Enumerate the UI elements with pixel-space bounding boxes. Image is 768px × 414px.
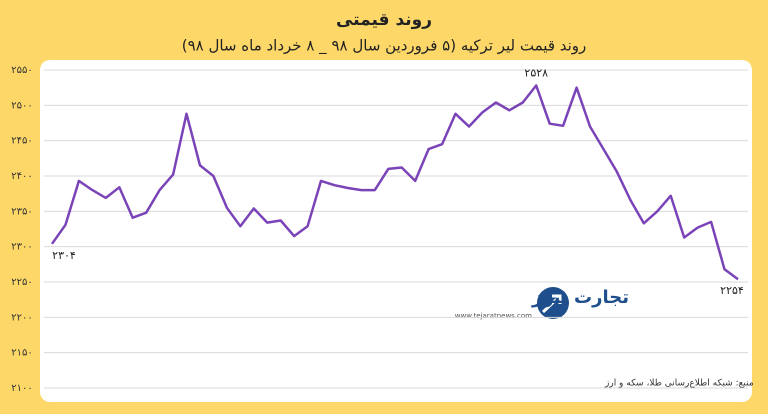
y-tick-label: ۲۲۰۰ bbox=[11, 312, 32, 323]
data-label: ۲۲۵۴ bbox=[720, 284, 744, 297]
source: منبع: شبکه اطلاع‌رسانی طلا، سکه و ارز bbox=[604, 379, 754, 389]
y-tick-label: ۲۱۵۰ bbox=[11, 348, 32, 359]
plot-background bbox=[40, 60, 752, 402]
y-tick-label: ۲۴۵۰ bbox=[11, 136, 32, 147]
data-label: ۲۳۰۴ bbox=[52, 249, 76, 262]
y-tick-label: ۲۱۰۰ bbox=[11, 383, 32, 394]
y-tick-label: ۲۵۵۰ bbox=[11, 65, 32, 76]
y-tick-label: ۲۴۰۰ bbox=[11, 171, 32, 182]
line bbox=[50, 84, 739, 281]
y-tick-label: ۲۳۵۰ bbox=[11, 206, 32, 217]
chart-title: روند قیمتی bbox=[336, 10, 432, 30]
brand: تجارت نیوز bbox=[531, 287, 629, 308]
logo-arrow bbox=[541, 294, 562, 314]
chart-subtitle: روند قیمت لیر ترکیه (۵ فروردین سال ۹۸ _ … bbox=[182, 37, 587, 56]
y-tick-label: ۲۳۰۰ bbox=[11, 242, 32, 253]
data-label: ۲۵۲۸ bbox=[524, 67, 548, 80]
y-tick-label: ۲۲۵۰ bbox=[11, 277, 32, 288]
brand-url: www.tejaratnews.com bbox=[455, 312, 532, 320]
y-tick-label: ۲۵۰۰ bbox=[11, 100, 32, 111]
